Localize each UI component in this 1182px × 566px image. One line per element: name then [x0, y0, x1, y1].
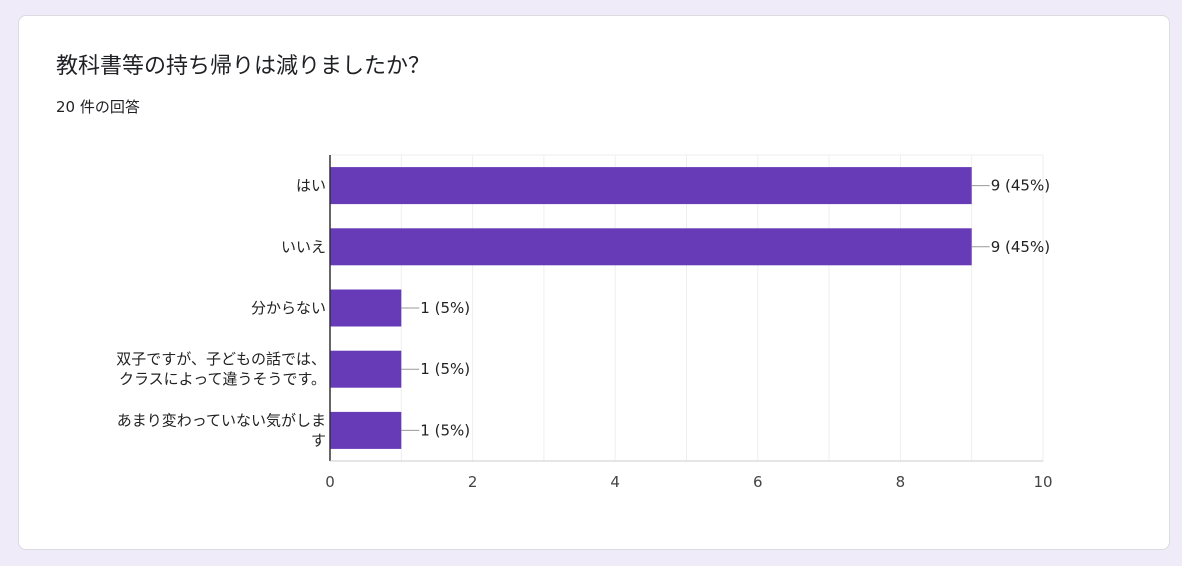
category-label: 双子ですが、子どもの話では、 — [116, 350, 326, 368]
category-label: 分からない — [251, 299, 326, 317]
category-label: はい — [296, 177, 326, 195]
data-label: 9 (45%) — [991, 238, 1050, 256]
x-tick-label: 6 — [753, 473, 763, 491]
labels: 9 (45%) はい 9 (45%) いいえ 1 (5%) 分からない 1 (5%) 双子です… — [116, 177, 1050, 450]
data-label: 1 (5%) — [420, 299, 470, 317]
bar[interactable] — [330, 167, 972, 205]
data-label: 1 (5%) — [420, 421, 470, 439]
response-count: 20 件の回答 — [56, 98, 140, 116]
data-label: 9 (45%) — [991, 177, 1050, 195]
category-label: クラスによって違うそうです。 — [119, 370, 326, 388]
bars — [330, 167, 972, 449]
category-label: す — [311, 431, 326, 449]
data-label: 1 (5%) — [420, 360, 470, 378]
grid-lines — [330, 154, 1044, 461]
bar[interactable] — [330, 350, 402, 388]
category-label: いいえ — [281, 238, 326, 256]
x-tick-label: 4 — [610, 473, 620, 491]
x-tick-label: 0 — [325, 473, 335, 491]
x-tick-label: 8 — [896, 473, 906, 491]
axes: 0 2 4 6 8 10 — [325, 155, 1053, 491]
question-title: 教科書等の持ち帰りは減りましたか？ — [56, 54, 431, 79]
x-tick-label: 2 — [468, 473, 478, 491]
bar[interactable] — [330, 228, 972, 266]
bar[interactable] — [330, 289, 402, 327]
bar[interactable] — [330, 411, 402, 449]
x-tick-label: 10 — [1033, 473, 1052, 491]
category-label: あまり変わっていない気がしま — [117, 411, 326, 429]
